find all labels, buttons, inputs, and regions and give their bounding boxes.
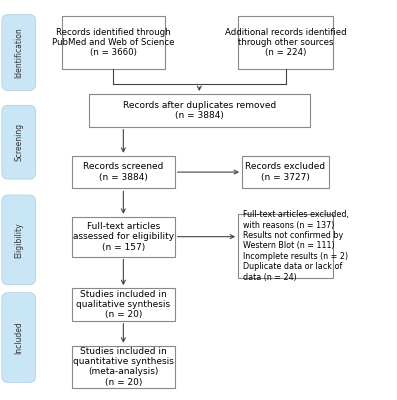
FancyBboxPatch shape	[238, 214, 333, 278]
FancyBboxPatch shape	[2, 293, 35, 382]
FancyBboxPatch shape	[72, 288, 175, 321]
FancyBboxPatch shape	[72, 346, 175, 388]
Text: Included: Included	[14, 321, 23, 354]
FancyBboxPatch shape	[72, 156, 175, 188]
Text: Screening: Screening	[14, 123, 23, 161]
FancyBboxPatch shape	[238, 16, 333, 70]
Text: Studies included in
quantitative synthesis
(meta-analysis)
(n = 20): Studies included in quantitative synthes…	[73, 346, 174, 387]
FancyBboxPatch shape	[89, 94, 310, 127]
FancyBboxPatch shape	[2, 15, 35, 90]
Text: Studies included in
qualitative synthesis
(n = 20): Studies included in qualitative synthesi…	[76, 290, 170, 319]
Text: Additional records identified
through other sources
(n = 224): Additional records identified through ot…	[225, 28, 346, 58]
Text: Eligibility: Eligibility	[14, 222, 23, 258]
FancyBboxPatch shape	[242, 156, 329, 188]
Text: Records after duplicates removed
(n = 3884): Records after duplicates removed (n = 38…	[123, 101, 276, 120]
FancyBboxPatch shape	[2, 195, 35, 285]
FancyBboxPatch shape	[62, 16, 165, 70]
Text: Records excluded
(n = 3727): Records excluded (n = 3727)	[245, 162, 326, 182]
Text: Full-text articles excluded,
with reasons (n = 137)
Results not confirmed by
Wes: Full-text articles excluded, with reason…	[243, 210, 349, 282]
FancyBboxPatch shape	[72, 217, 175, 257]
Text: Full-text articles
assessed for eligibility
(n = 157): Full-text articles assessed for eligibil…	[73, 222, 174, 252]
Text: Records identified through
PubMed and Web of Science
(n = 3660): Records identified through PubMed and We…	[52, 28, 175, 58]
Text: Identification: Identification	[14, 27, 23, 78]
FancyBboxPatch shape	[2, 105, 35, 179]
Text: Records screened
(n = 3884): Records screened (n = 3884)	[83, 162, 164, 182]
